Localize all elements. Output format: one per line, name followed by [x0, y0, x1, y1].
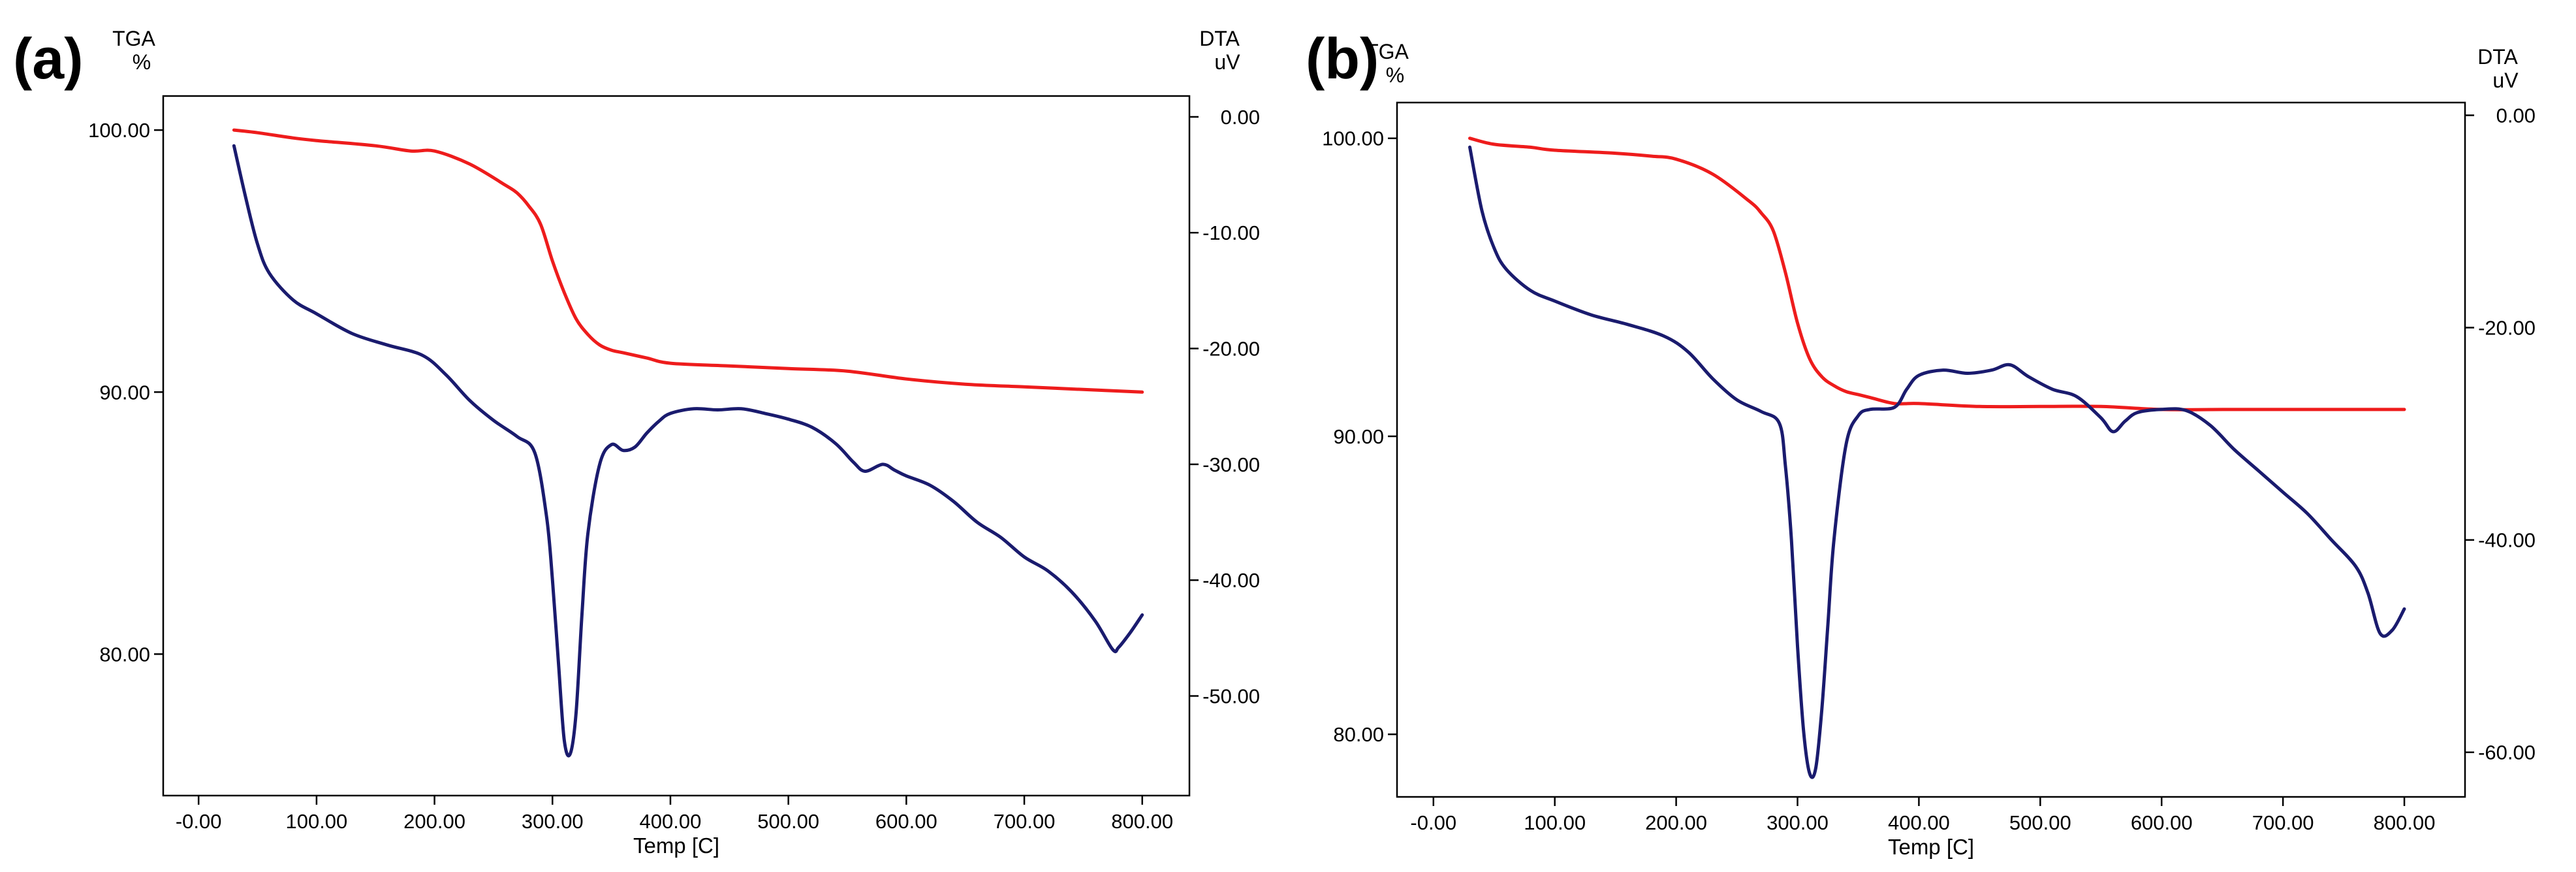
tga-series-line	[232, 128, 1144, 394]
left-tick-label: 90.00	[99, 381, 150, 404]
right-tick-label: 0.00	[1221, 106, 1260, 129]
right-tick-label: -20.00	[2478, 317, 2536, 340]
x-tick-label: 800.00	[1111, 810, 1173, 833]
x-tick-label: 200.00	[403, 810, 465, 833]
x-tick-label: 500.00	[2009, 811, 2071, 834]
left-axis-unit: %	[1386, 63, 1404, 87]
left-tick-label: 80.00	[1333, 723, 1384, 746]
left-tick-label: 80.00	[99, 643, 150, 666]
x-tick-label: 100.00	[285, 810, 347, 833]
right-tick-label: -40.00	[2478, 529, 2536, 552]
dta-series-line	[1468, 145, 2406, 779]
x-tick-label: 700.00	[2252, 811, 2314, 834]
x-tick-label: -0.00	[176, 810, 222, 833]
x-tick-label: 600.00	[2131, 811, 2193, 834]
left-axis-title: TGA	[1366, 40, 1409, 63]
right-tick-label: 0.00	[2496, 105, 2536, 127]
panel-label: (a)	[13, 26, 84, 91]
x-tick-label: 400.00	[1888, 811, 1950, 834]
right-tick-label: -40.00	[1202, 569, 1260, 592]
x-tick-label: 300.00	[522, 810, 584, 833]
right-tick-label: -30.00	[1202, 453, 1260, 476]
x-tick-label: 300.00	[1767, 811, 1829, 834]
left-axis-unit: %	[133, 50, 151, 74]
right-axis-title: DTA	[1199, 27, 1240, 50]
x-tick-label: -0.00	[1410, 811, 1456, 834]
x-tick-label: 200.00	[1645, 811, 1707, 834]
panel-b: (b) TGA% DTA uV -0.00 100.00 200.00 300.00 400.0…	[1288, 0, 2576, 872]
left-tick-label: 100.00	[1322, 127, 1384, 150]
x-axis-label: Temp [C]	[633, 833, 719, 858]
left-axis-title: TGA	[112, 27, 155, 50]
right-tick-label: -60.00	[2478, 741, 2536, 764]
panel-label: (b)	[1306, 26, 1379, 91]
x-tick-label: 500.00	[757, 810, 819, 833]
panel-a: (a) TGA% DTA uV -0.00 100.00 200.00 300.00 400.0…	[13, 26, 1260, 858]
left-tick-label: 100.00	[88, 119, 150, 142]
x-tick-label: 400.00	[640, 810, 702, 833]
right-tick-label: -10.00	[1202, 221, 1260, 244]
x-axis-label: Temp [C]	[1888, 835, 1974, 859]
plot-frame	[162, 95, 1191, 797]
right-axis-unit: uV	[2492, 69, 2519, 92]
x-tick-label: 100.00	[1524, 811, 1586, 834]
x-tick-label: 700.00	[994, 810, 1056, 833]
right-axis-title: DTA	[2477, 45, 2518, 69]
x-tick-label: 600.00	[875, 810, 937, 833]
right-axis-unit: uV	[1214, 50, 1240, 74]
right-tick-label: -50.00	[1202, 685, 1260, 708]
dta-series-line	[232, 144, 1144, 758]
right-tick-label: -20.00	[1202, 338, 1260, 361]
left-tick-label: 90.00	[1333, 425, 1384, 448]
x-tick-label: 800.00	[2374, 811, 2436, 834]
plot-frame	[1396, 101, 2466, 798]
